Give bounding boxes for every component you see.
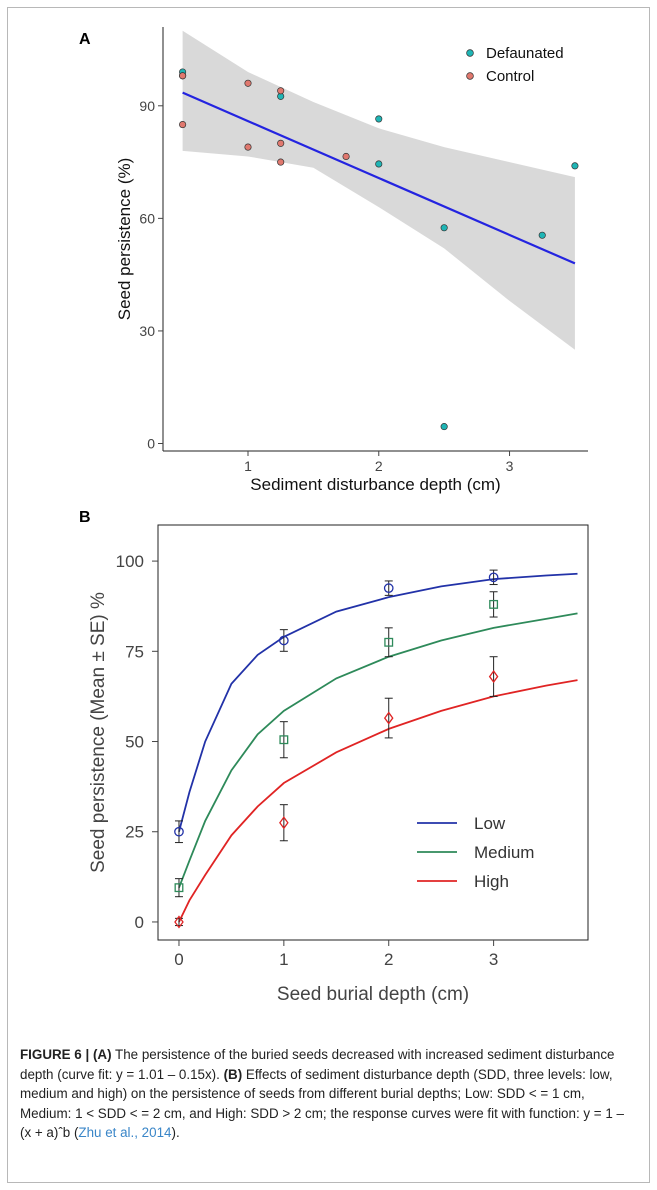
legend-marker [466,49,474,57]
panel-a-label: A [79,31,91,48]
x-tick-label: 3 [506,458,514,474]
caption-figure-label: FIGURE 6 | [20,1047,93,1062]
x-tick-label: 1 [244,458,252,474]
chart-a: A 0 30 60 90 1 2 3 Sediment disturbance depth (c… [79,27,588,494]
point-defaunated [375,115,383,123]
point-control [277,139,285,147]
curve-low [178,572,578,832]
y-tick-label: 90 [139,98,155,114]
caption-text-end: ). [171,1125,180,1140]
legend-label: Defaunated [486,45,564,62]
point-control [179,121,187,129]
point-high [174,915,184,929]
point-control [342,152,350,161]
y-tick-label: 0 [147,435,155,451]
point-defaunated [440,224,448,232]
figure-caption: FIGURE 6 | (A) The persistence of the bu… [20,1045,635,1143]
point-low [488,572,499,583]
caption-part-a: (A) [92,1047,112,1062]
point-medium [279,735,289,745]
x-tick-label: 1 [279,950,288,969]
point-high [383,711,394,725]
x-tick-label: 3 [489,950,498,969]
x-tick-label: 2 [384,950,393,969]
x-tick-label: 0 [174,950,183,969]
point-control [277,158,285,166]
caption-part-b: (B) [223,1066,243,1082]
point-high [279,816,289,830]
legend-label: Low [474,814,506,833]
point-control [277,87,285,95]
y-tick-label: 30 [139,323,155,339]
caption-text-a: The persistence of the buried seeds decr… [20,1047,615,1082]
y-axis-title: Seed persistence (%) [115,158,134,321]
caption-citation-link[interactable]: Zhu et al., 2014 [78,1125,172,1140]
confidence-band [182,30,575,350]
legend-label: High [474,872,509,891]
y-tick-label: 25 [125,823,144,842]
point-medium [174,883,184,893]
y-tick-label: 100 [116,552,144,571]
curve-high [178,679,578,923]
caption-text-b: Effects of sediment disturbance depth (S… [20,1066,624,1141]
curve-medium [178,612,578,888]
y-tick-label: 50 [125,733,144,752]
fit-line [182,91,576,265]
panel-b-label: B [79,509,91,526]
point-defaunated [538,231,546,239]
legend-label: Control [486,68,534,85]
point-control [244,79,252,87]
plot-frame [157,524,589,941]
chart-b: B 0 25 50 75 100 0 1 2 3 Seed burial depth (cm) See… [79,509,589,1005]
point-control [244,143,252,151]
y-tick-label: 0 [135,913,144,932]
point-medium [384,637,394,647]
x-tick-label: 2 [375,458,383,474]
legend-label: Medium [474,843,534,862]
legend-marker [466,72,474,80]
y-axis-title: Seed persistence (Mean ± SE) % [88,592,109,873]
point-low [383,583,394,594]
point-medium [489,599,499,609]
x-axis-title: Sediment disturbance depth (cm) [250,475,500,494]
y-tick-label: 60 [139,210,155,226]
figure-frame [7,7,650,1183]
point-defaunated [375,160,383,168]
point-low [279,635,289,646]
point-defaunated [440,423,448,431]
point-low [174,826,184,837]
point-high [488,669,499,684]
x-axis-title: Seed burial depth (cm) [277,984,469,1005]
point-defaunated [571,162,579,170]
point-control [179,72,187,80]
y-tick-label: 75 [125,642,144,661]
